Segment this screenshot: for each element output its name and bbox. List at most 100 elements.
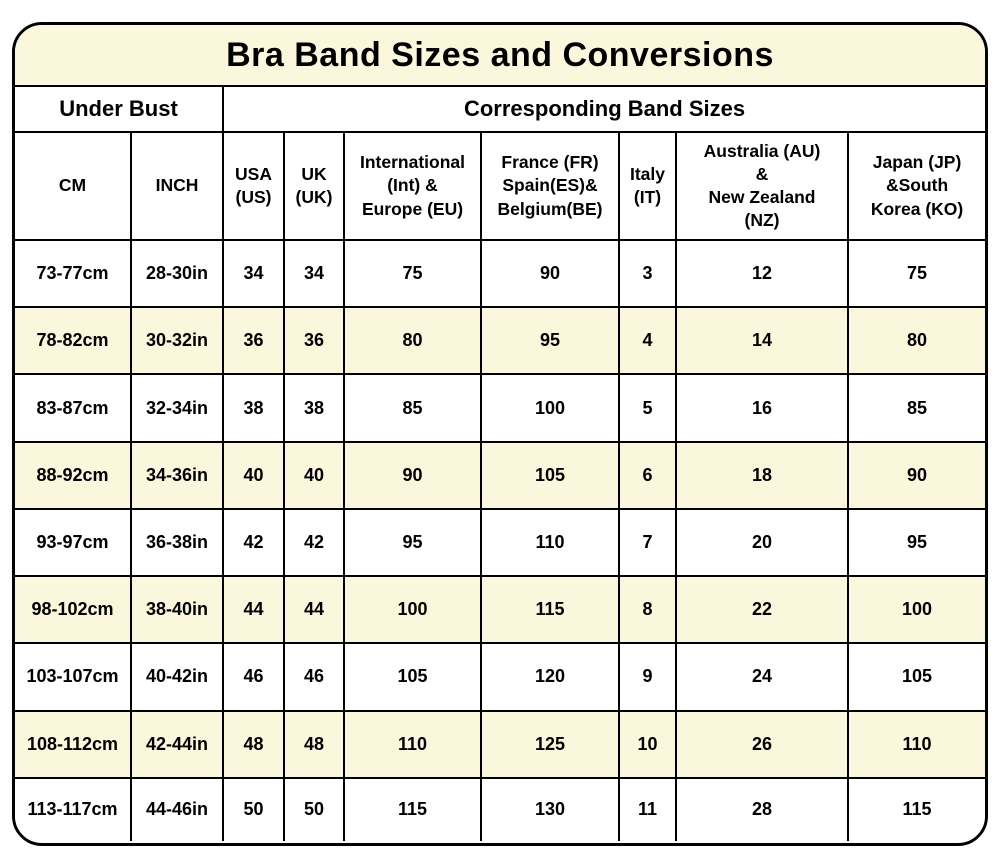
table-cell: 32-34in	[132, 375, 224, 443]
table-row: 73-77cm 28-30in 34 34 75 90 3 12 75	[15, 241, 985, 309]
table-cell: 9	[620, 644, 677, 712]
table-cell: 16	[677, 375, 849, 443]
table-cell: 115	[482, 577, 620, 645]
table-cell: 50	[285, 778, 345, 841]
table-cell: 90	[849, 442, 985, 510]
table-cell: 115	[849, 778, 985, 841]
table-cell: 110	[849, 711, 985, 779]
table-cell: 36	[224, 308, 285, 376]
table-body: 73-77cm 28-30in 34 34 75 90 3 12 75 78-82cm 30-32i…	[15, 241, 985, 841]
table-cell: 98-102cm	[15, 577, 132, 645]
table-cell: 125	[482, 711, 620, 779]
table-cell: 34	[285, 241, 345, 309]
table-cell: 38-40in	[132, 577, 224, 645]
table-row: 113-117cm 44-46in 50 50 115 130 11 28 115	[15, 778, 985, 841]
table-cell: 18	[677, 442, 849, 510]
column-header-fr-es-be: France (FR) Spain(ES)& Belgium(BE)	[482, 133, 620, 241]
table-cell: 113-117cm	[15, 778, 132, 841]
table-cell: 88-92cm	[15, 442, 132, 510]
table-cell: 105	[345, 644, 482, 712]
table-cell: 28-30in	[132, 241, 224, 309]
table-cell: 78-82cm	[15, 308, 132, 376]
band-sizes-group-header: Corresponding Band Sizes	[224, 87, 985, 133]
column-header-jp-ko: Japan (JP) &South Korea (KO)	[849, 133, 985, 241]
table-cell: 115	[345, 778, 482, 841]
table-row: 88-92cm 34-36in 40 40 90 105 6 18 90	[15, 442, 985, 510]
table-cell: 90	[345, 442, 482, 510]
column-header-int-eu: International (Int) & Europe (EU)	[345, 133, 482, 241]
table-cell: 40	[285, 442, 345, 510]
table-row: 83-87cm 32-34in 38 38 85 100 5 16 85	[15, 375, 985, 443]
table-cell: 8	[620, 577, 677, 645]
table-cell: 83-87cm	[15, 375, 132, 443]
table-cell: 42	[224, 509, 285, 578]
table-cell: 80	[345, 308, 482, 376]
table-cell: 85	[849, 375, 985, 443]
table-cell: 46	[224, 644, 285, 712]
table-cell: 36-38in	[132, 509, 224, 578]
table-cell: 44	[285, 577, 345, 645]
table-cell: 36	[285, 308, 345, 376]
table-cell: 4	[620, 308, 677, 376]
table-cell: 44-46in	[132, 778, 224, 841]
table-cell: 38	[285, 375, 345, 443]
table-cell: 85	[345, 375, 482, 443]
table-cell: 73-77cm	[15, 241, 132, 309]
table-cell: 100	[482, 375, 620, 443]
conversion-card: Bra Band Sizes and Conversions Under Bus…	[12, 22, 988, 846]
table-cell: 110	[345, 711, 482, 779]
conversion-table: Under Bust Corresponding Band Sizes CM I…	[15, 87, 985, 841]
column-header-au-nz: Australia (AU) & New Zealand (NZ)	[677, 133, 849, 241]
table-row: 93-97cm 36-38in 42 42 95 110 7 20 95	[15, 509, 985, 578]
table-cell: 20	[677, 509, 849, 578]
table-cell: 12	[677, 241, 849, 309]
table-row: 98-102cm 38-40in 44 44 100 115 8 22 100	[15, 577, 985, 645]
table-cell: 14	[677, 308, 849, 376]
column-header-cm: CM	[15, 133, 132, 241]
column-header-row: CM INCH USA (US) UK (UK) International (…	[15, 133, 985, 241]
column-header-italy: Italy (IT)	[620, 133, 677, 241]
column-header-usa: USA (US)	[224, 133, 285, 241]
table-cell: 90	[482, 241, 620, 309]
table-row: 78-82cm 30-32in 36 36 80 95 4 14 80	[15, 308, 985, 376]
table-cell: 26	[677, 711, 849, 779]
table-cell: 28	[677, 778, 849, 841]
table-cell: 108-112cm	[15, 711, 132, 779]
group-header-row: Under Bust Corresponding Band Sizes	[15, 87, 985, 133]
table-cell: 5	[620, 375, 677, 443]
table-cell: 40	[224, 442, 285, 510]
table-row: 108-112cm 42-44in 48 48 110 125 10 26 110	[15, 711, 985, 779]
table-cell: 3	[620, 241, 677, 309]
table-cell: 46	[285, 644, 345, 712]
table-cell: 95	[345, 509, 482, 578]
table-cell: 95	[849, 509, 985, 578]
table-cell: 100	[849, 577, 985, 645]
table-cell: 48	[224, 711, 285, 779]
table-cell: 110	[482, 509, 620, 578]
under-bust-group-header: Under Bust	[15, 87, 224, 133]
table-cell: 50	[224, 778, 285, 841]
table-cell: 11	[620, 778, 677, 841]
table-cell: 24	[677, 644, 849, 712]
table-cell: 95	[482, 308, 620, 376]
table-row: 103-107cm 40-42in 46 46 105 120 9 24 105	[15, 644, 985, 712]
table-cell: 44	[224, 577, 285, 645]
table-cell: 38	[224, 375, 285, 443]
page-title: Bra Band Sizes and Conversions	[15, 25, 985, 87]
table-cell: 34-36in	[132, 442, 224, 510]
table-cell: 22	[677, 577, 849, 645]
table-cell: 80	[849, 308, 985, 376]
column-header-inch: INCH	[132, 133, 224, 241]
table-cell: 40-42in	[132, 644, 224, 712]
table-cell: 75	[345, 241, 482, 309]
table-cell: 103-107cm	[15, 644, 132, 712]
table-cell: 6	[620, 442, 677, 510]
table-cell: 75	[849, 241, 985, 309]
column-header-uk: UK (UK)	[285, 133, 345, 241]
table-cell: 42	[285, 509, 345, 578]
table-cell: 10	[620, 711, 677, 779]
table-cell: 42-44in	[132, 711, 224, 779]
table-cell: 34	[224, 241, 285, 309]
table-cell: 105	[482, 442, 620, 510]
table-cell: 130	[482, 778, 620, 841]
